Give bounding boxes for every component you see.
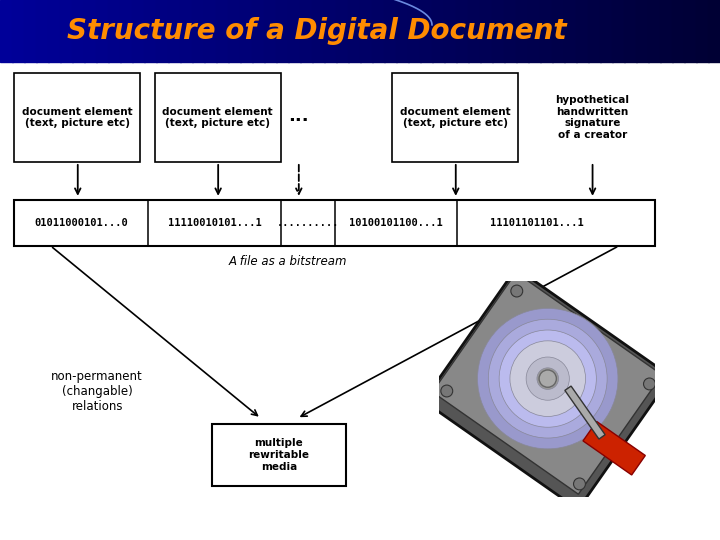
Bar [212, 424, 346, 486]
Bar [420, 0, 433, 62]
Bar [564, 0, 577, 62]
Bar [72, 0, 85, 62]
Text: document element
(text, picture etc): document element (text, picture etc) [400, 106, 510, 128]
Bar [60, 0, 73, 62]
Text: 10100101100...1: 10100101100...1 [349, 218, 443, 228]
Bar [372, 0, 384, 62]
Bar [636, 0, 649, 62]
Bar [672, 0, 685, 62]
Bar [240, 0, 253, 62]
Bar [444, 0, 456, 62]
Bar [384, 0, 397, 62]
Bar [192, 0, 204, 62]
Bar [312, 0, 325, 62]
Bar [396, 0, 409, 62]
Bar [14, 200, 655, 246]
Bar [144, 0, 157, 62]
Text: ...: ... [289, 107, 309, 125]
Text: hypothetical
handwritten
signature
of a creator: hypothetical handwritten signature of a … [555, 95, 629, 140]
Bar [336, 0, 348, 62]
Bar [504, 0, 517, 62]
Bar [468, 0, 481, 62]
Text: multiple
rewritable
media: multiple rewritable media [248, 438, 310, 471]
Text: Structure of a Digital Document: Structure of a Digital Document [67, 17, 567, 45]
Bar [276, 0, 289, 62]
Bar [48, 0, 60, 62]
Bar [264, 0, 276, 62]
Bar [348, 0, 361, 62]
Bar [132, 0, 145, 62]
Bar [552, 0, 564, 62]
Bar [180, 0, 193, 62]
Text: 01011000101...0: 01011000101...0 [35, 218, 128, 228]
Bar [612, 0, 625, 62]
Text: ..........: .......... [277, 218, 339, 228]
Bar [600, 0, 613, 62]
Bar [576, 0, 589, 62]
Text: document element
(text, picture etc): document element (text, picture etc) [22, 106, 132, 128]
Bar [708, 0, 720, 62]
Bar [84, 0, 96, 62]
Bar [588, 0, 600, 62]
Bar [480, 0, 492, 62]
Bar [648, 0, 661, 62]
Bar [408, 0, 420, 62]
Bar [204, 0, 217, 62]
Bar [155, 73, 281, 162]
Bar [36, 0, 49, 62]
Bar [660, 0, 672, 62]
Bar [456, 0, 469, 62]
Bar [120, 0, 132, 62]
Text: non-permanent
(changable)
relations: non-permanent (changable) relations [51, 370, 143, 413]
Bar [168, 0, 181, 62]
Bar [228, 0, 240, 62]
Text: A file as a bitstream: A file as a bitstream [229, 255, 347, 268]
Bar [528, 0, 541, 62]
Bar [624, 0, 636, 62]
Bar [288, 0, 301, 62]
Bar [300, 0, 312, 62]
Bar [516, 0, 528, 62]
Bar [14, 73, 140, 162]
Bar [696, 0, 708, 62]
Bar [156, 0, 168, 62]
Bar [360, 0, 373, 62]
Bar [0, 0, 13, 62]
Bar [684, 0, 697, 62]
Bar [324, 0, 337, 62]
Bar [540, 0, 553, 62]
Bar [252, 0, 265, 62]
Bar [432, 0, 445, 62]
Bar [24, 0, 37, 62]
Bar [492, 0, 505, 62]
Bar [12, 0, 24, 62]
Bar [392, 73, 518, 162]
Text: document element
(text, picture etc): document element (text, picture etc) [163, 106, 273, 128]
Text: 11101101101...1: 11101101101...1 [490, 218, 583, 228]
Bar [108, 0, 121, 62]
Bar [216, 0, 229, 62]
Text: 11110010101...1: 11110010101...1 [168, 218, 261, 228]
Bar [96, 0, 109, 62]
